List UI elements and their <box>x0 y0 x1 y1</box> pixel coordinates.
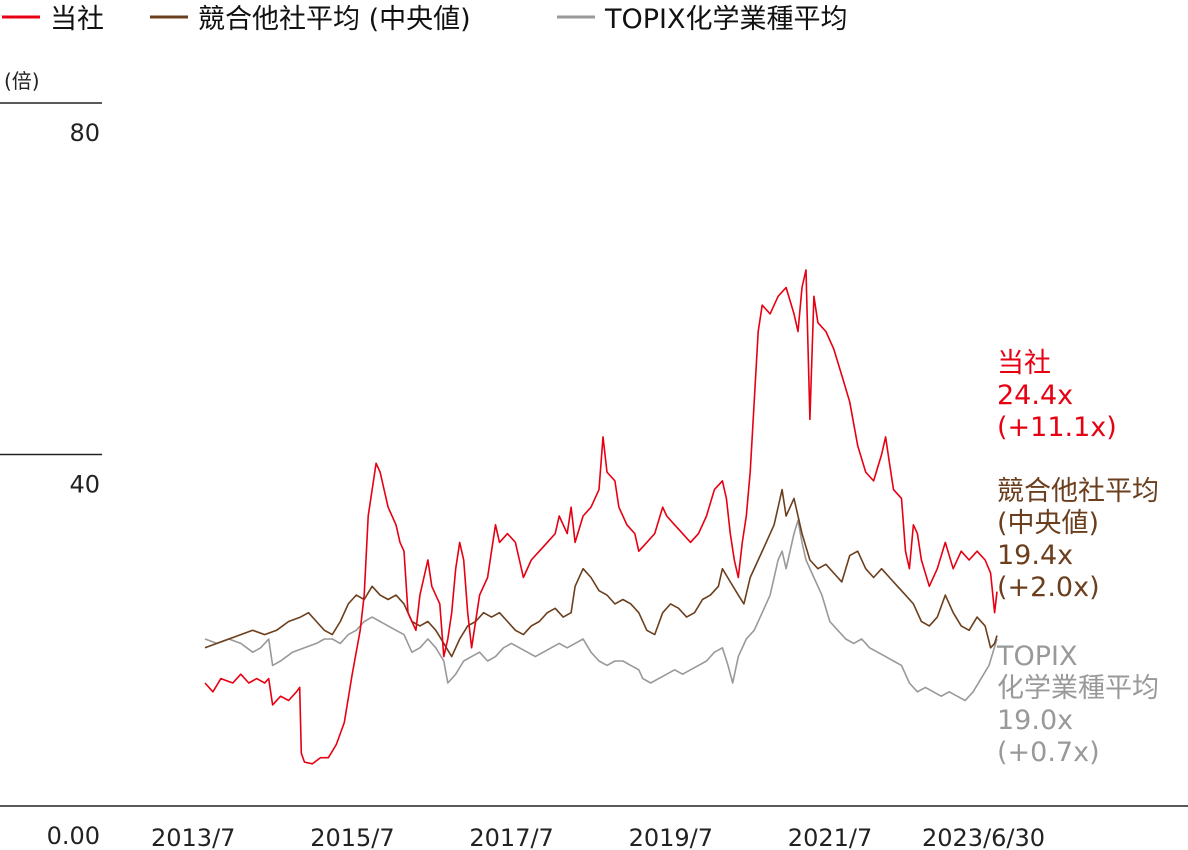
legend-label-company: 当社 <box>50 4 104 35</box>
end-label-company-line-0: 当社 <box>997 348 1051 379</box>
legend: 当社 競合他社平均 (中央値) TOPIX化学業種平均 <box>2 4 848 35</box>
x-tick-label-3: 2019/7 <box>629 824 713 850</box>
legend-item-topix: TOPIX化学業種平均 <box>557 4 848 35</box>
end-label-topix-line-1: 化学業種平均 <box>997 673 1159 704</box>
y-tick-labels: 80 40 0.00 <box>47 119 100 850</box>
legend-label-topix: TOPIX化学業種平均 <box>604 4 848 35</box>
end-label-topix-line-0: TOPIX <box>996 641 1078 672</box>
end-label-company-line-1: 24.4x <box>997 380 1073 411</box>
end-label-company-line-2: (+11.1x) <box>997 412 1117 443</box>
y-axis-unit: (倍) <box>4 69 40 93</box>
end-label-topix-line-2: 19.0x <box>997 705 1073 736</box>
x-tick-label-5: 2023/6/30 <box>922 824 1045 850</box>
x-tick-label-2: 2017/7 <box>469 824 553 850</box>
x-tick-label-1: 2015/7 <box>310 824 394 850</box>
legend-label-peers: 競合他社平均 (中央値) <box>198 4 471 35</box>
legend-item-peers: 競合他社平均 (中央値) <box>150 4 471 35</box>
y-tick-label-0: 0.00 <box>47 822 100 850</box>
y-tick-label-80: 80 <box>69 119 100 147</box>
end-label-peers-line-0: 競合他社平均 <box>997 476 1159 507</box>
series-line-peers <box>204 488 998 658</box>
x-tick-label-4: 2021/7 <box>788 824 872 850</box>
series-lines <box>204 269 998 765</box>
x-tick-labels: 2013/7 2015/7 2017/7 2019/7 2021/7 2023/6/30 <box>151 824 1045 850</box>
legend-item-company: 当社 <box>2 4 104 35</box>
end-label-peers: 競合他社平均(中央値)19.4x(+2.0x) <box>997 476 1159 603</box>
series-line-company <box>204 269 998 765</box>
series-line-topix <box>204 519 998 702</box>
end-label-peers-line-2: 19.4x <box>997 540 1073 571</box>
end-label-topix-line-3: (+0.7x) <box>997 737 1100 768</box>
end-label-peers-line-3: (+2.0x) <box>997 572 1100 603</box>
y-tick-label-40: 40 <box>69 471 100 499</box>
end-label-peers-line-1: (中央値) <box>997 508 1099 539</box>
x-tick-label-0: 2013/7 <box>151 824 235 850</box>
y-gridlines <box>0 102 1188 807</box>
